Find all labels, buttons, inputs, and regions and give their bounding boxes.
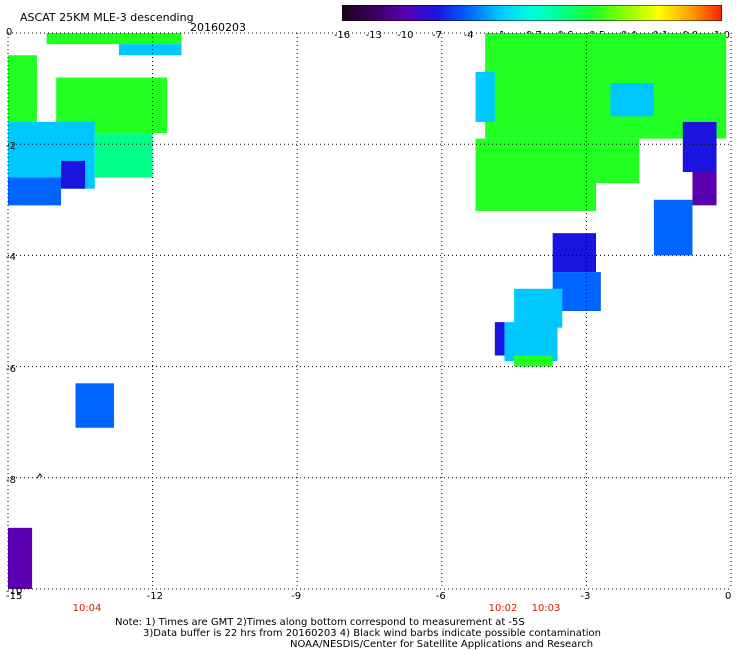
data-patch bbox=[46, 33, 182, 45]
y-tick-label: -6 bbox=[6, 363, 16, 375]
data-patch bbox=[61, 160, 86, 189]
data-patch bbox=[475, 71, 495, 122]
y-tick-label: -8 bbox=[6, 474, 16, 486]
colorbar-tick-label: -16 bbox=[333, 30, 351, 41]
x-tick-label: -9 bbox=[291, 591, 302, 602]
wind-barb bbox=[36, 473, 43, 479]
data-patch bbox=[475, 138, 597, 211]
data-patch bbox=[610, 83, 654, 117]
data-patch bbox=[504, 322, 558, 362]
time-label-2: 10:02 bbox=[488, 603, 518, 614]
y-tick-label: 0 bbox=[6, 27, 13, 38]
time-label-1: 10:04 bbox=[72, 603, 102, 614]
colorbar-tick-label: -10 bbox=[397, 30, 414, 41]
colorbar-tick-label: -13 bbox=[365, 30, 382, 41]
colorbar bbox=[342, 5, 722, 21]
y-tick-label: -4 bbox=[6, 252, 16, 264]
time-label-3: 10:03 bbox=[531, 603, 561, 614]
map-title: ASCAT 25KM MLE-3 descending bbox=[20, 11, 194, 24]
data-patch bbox=[494, 322, 505, 356]
data-patch bbox=[596, 138, 640, 184]
data-patch bbox=[692, 172, 717, 206]
y-tick-label: -10 bbox=[6, 586, 23, 597]
data-patch bbox=[653, 199, 693, 256]
note-line-3: NOAA/NESDIS/Center for Satellite Applica… bbox=[290, 639, 594, 650]
x-tick-label: -3 bbox=[580, 591, 591, 602]
data-patch bbox=[118, 44, 182, 56]
data-patch bbox=[514, 355, 553, 367]
map-date: 20160203 bbox=[190, 21, 246, 34]
colorbar-tick-label: -4 bbox=[463, 30, 474, 41]
data-patch bbox=[485, 33, 727, 139]
data-patch bbox=[94, 133, 153, 178]
x-tick-label: 0 bbox=[725, 591, 732, 602]
map-plot bbox=[7, 32, 732, 590]
data-patch bbox=[8, 527, 33, 589]
x-tick-label: -12 bbox=[146, 591, 163, 602]
data-patch bbox=[8, 177, 62, 206]
note-line-2: 3)Data buffer is 22 hrs from 20160203 4)… bbox=[143, 628, 601, 639]
colorbar-tick-label: -7 bbox=[432, 30, 442, 41]
data-patch bbox=[514, 288, 563, 328]
data-patch bbox=[8, 55, 37, 122]
note-line-1: Note: 1) Times are GMT 2)Times along bot… bbox=[115, 617, 525, 628]
x-tick-label: -6 bbox=[435, 591, 446, 602]
x-tick-label: -15 bbox=[6, 591, 23, 602]
data-patch bbox=[75, 383, 115, 428]
data-patch bbox=[682, 121, 717, 172]
data-patch bbox=[552, 233, 597, 273]
y-tick-label: -2 bbox=[6, 141, 16, 153]
colorbar-gradient bbox=[342, 5, 722, 21]
